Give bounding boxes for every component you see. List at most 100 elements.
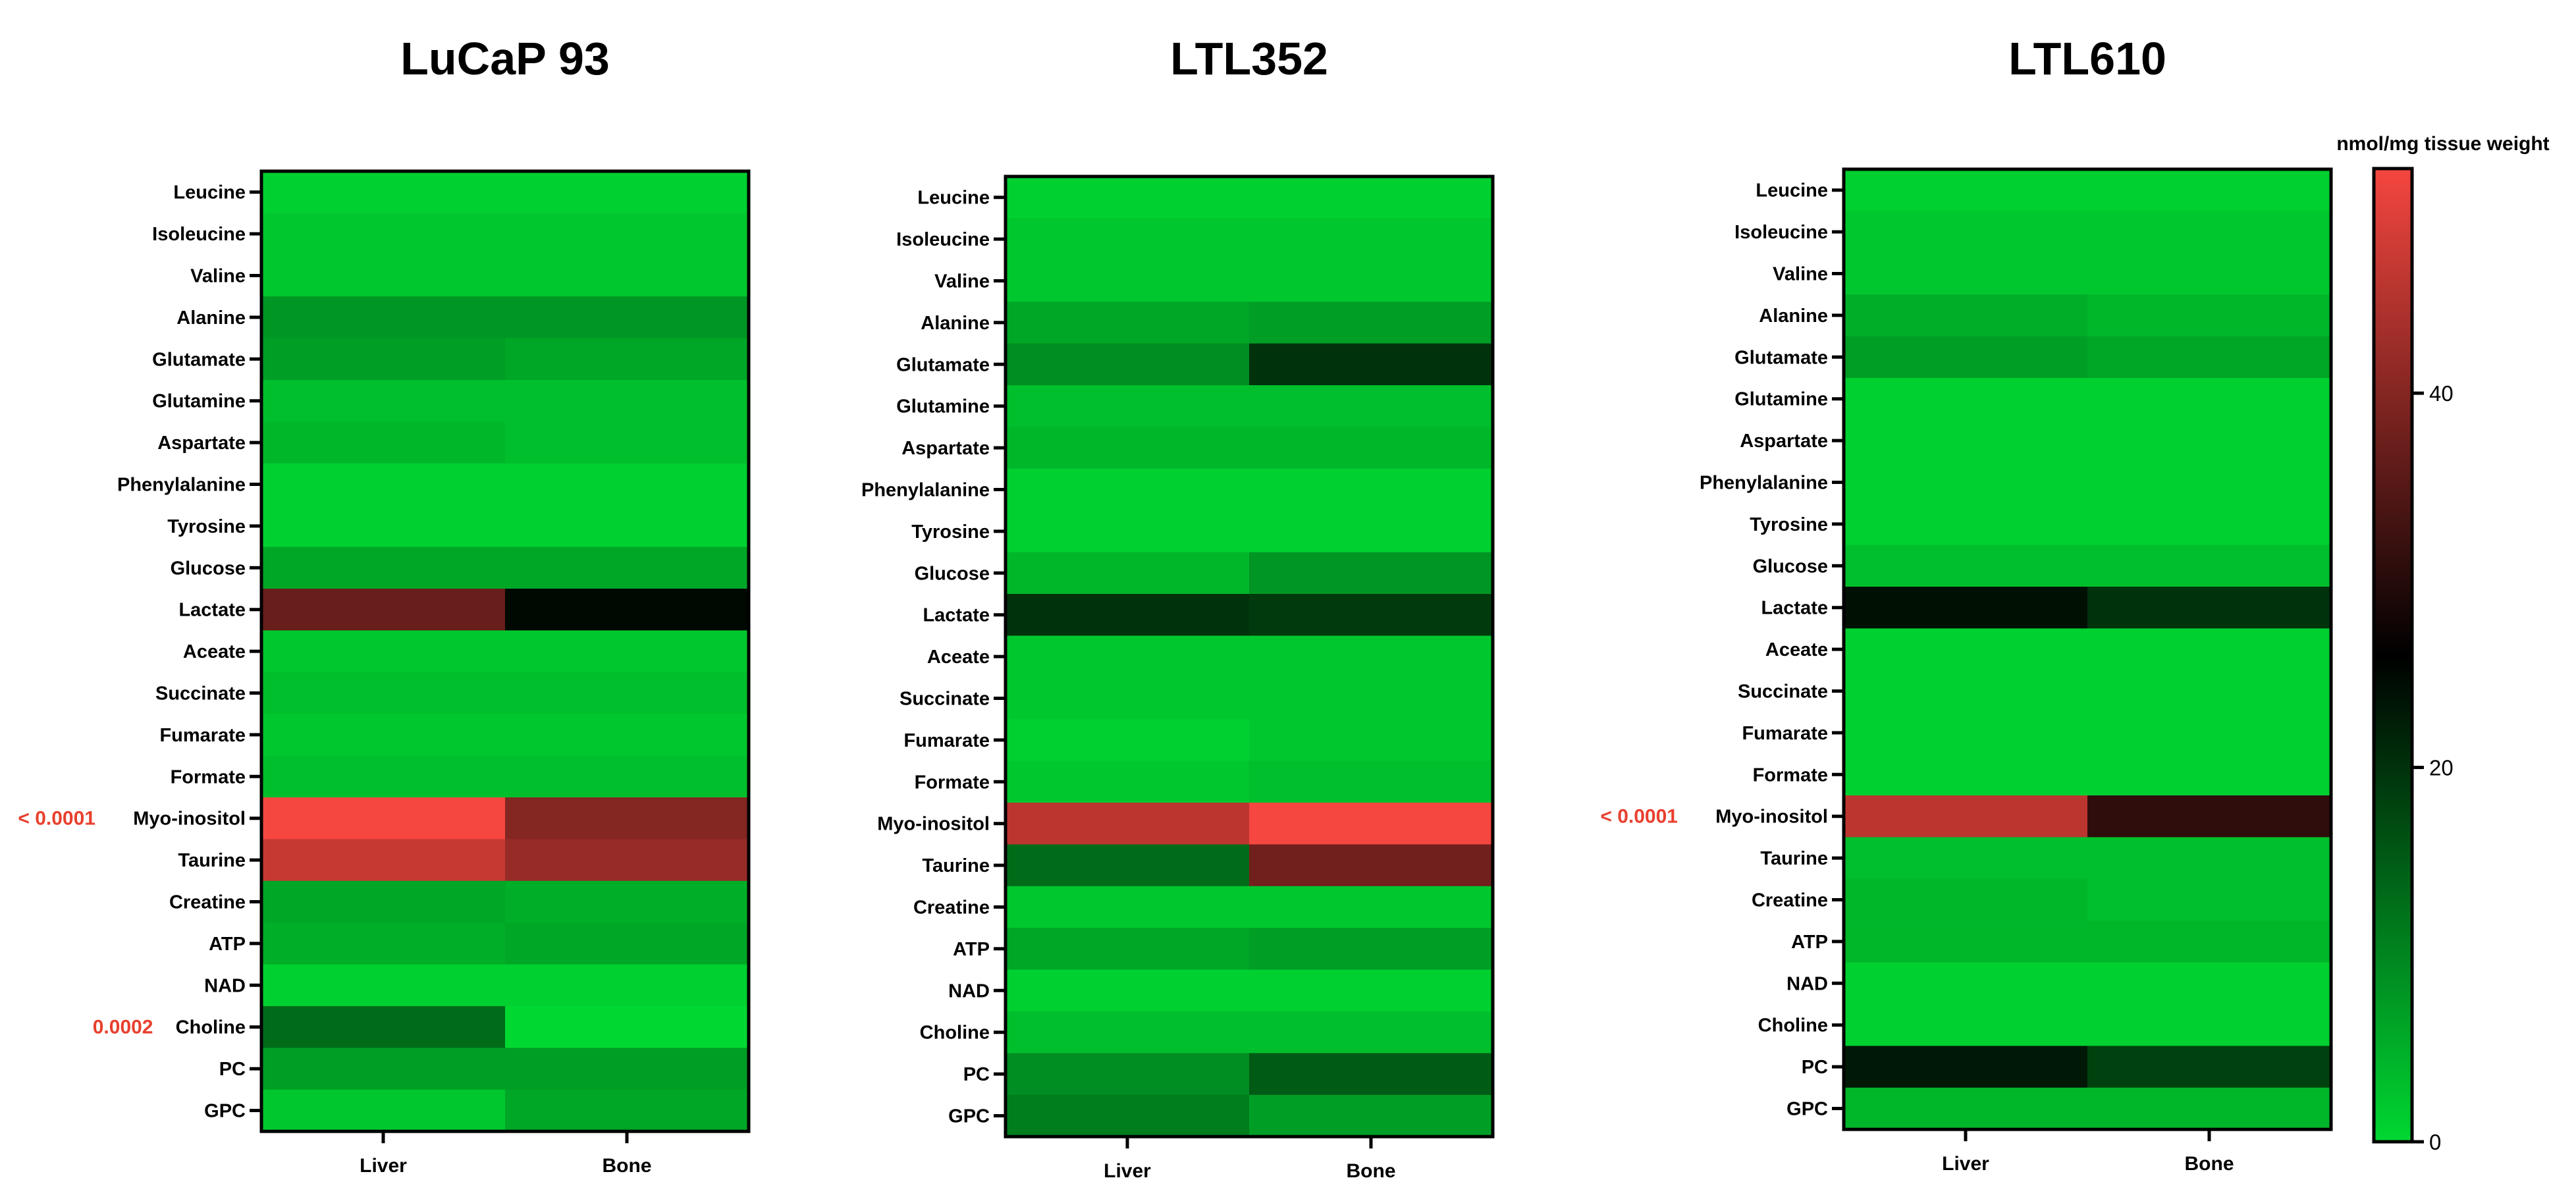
heatmap-cell xyxy=(261,1048,506,1090)
row-label: Glutamine xyxy=(896,396,990,417)
heatmap-cell xyxy=(1249,844,1493,887)
heatmap-cell xyxy=(1006,385,1250,427)
row-label: Tyrosine xyxy=(167,516,246,537)
row-label: Taurine xyxy=(922,855,990,876)
row-label: Valine xyxy=(1773,264,1828,285)
heatmap-cell xyxy=(1844,587,2088,629)
row-label: ATP xyxy=(1791,932,1828,953)
heatmap-cell xyxy=(505,296,749,339)
row-label: Glutamate xyxy=(152,349,246,370)
column-label: Bone xyxy=(1347,1160,1396,1182)
row-label: Fumarate xyxy=(159,725,246,746)
heatmap-cell xyxy=(1844,419,2088,462)
row-label: Valine xyxy=(934,271,990,292)
heatmap-cell xyxy=(2087,712,2332,755)
heatmap-cell xyxy=(1844,1046,2088,1088)
heatmap-cell xyxy=(505,672,749,714)
heatmap-cell xyxy=(1249,969,1493,1012)
column-label: Liver xyxy=(1104,1160,1151,1182)
heatmap-cell xyxy=(261,589,506,631)
heatmap-cell xyxy=(261,254,506,297)
row-label: Creatine xyxy=(169,892,246,913)
panel-title: LTL610 xyxy=(2008,33,2166,84)
heatmap-cell xyxy=(1844,753,2088,796)
row-label: Glucose xyxy=(171,558,246,579)
heatmap-panel-lucap-93: LuCaP 93 Leucine Isoleucine Valine Alanine Gl… xyxy=(18,33,751,1177)
heatmap-cell xyxy=(2087,921,2332,963)
heatmap-cell xyxy=(1249,928,1493,971)
row-label: Aceate xyxy=(1765,639,1828,660)
heatmap-cell xyxy=(261,421,506,464)
heatmap-cell xyxy=(505,797,749,840)
heatmap-cell xyxy=(505,964,749,1007)
heatmap-cell xyxy=(2087,878,2332,921)
row-label: Taurine xyxy=(178,850,246,871)
heatmap-cell xyxy=(1844,169,2088,211)
row-label: Myo-inositol xyxy=(133,809,246,830)
heatmap-cell xyxy=(1249,552,1493,595)
row-label: Isoleucine xyxy=(1734,222,1828,243)
heatmap-panel-ltl352: LTL352 Leucine Isoleucine Valine Alanine Glut… xyxy=(861,33,1495,1182)
heatmap-cell xyxy=(2087,753,2332,796)
heatmap-cell xyxy=(1844,378,2088,420)
row-label: Aspartate xyxy=(901,438,990,459)
heatmap-cell xyxy=(2087,169,2332,211)
heatmap-cell xyxy=(2087,670,2332,712)
heatmap-cell xyxy=(1006,468,1250,511)
row-label: Formate xyxy=(171,766,246,788)
heatmap-cell xyxy=(505,213,749,255)
heatmap-cell xyxy=(1249,761,1493,803)
heatmap-cell xyxy=(261,922,506,965)
colorbar-gradient xyxy=(2372,167,2414,1144)
heatmap-cell xyxy=(1006,302,1250,344)
row-label: Fumarate xyxy=(1742,723,1828,744)
heatmap-cell xyxy=(261,880,506,923)
heatmap-cell xyxy=(505,1048,749,1090)
row-label: Succinate xyxy=(899,689,990,710)
row-label: Creatine xyxy=(913,897,990,919)
heatmap-cell xyxy=(1249,510,1493,553)
heatmap-cell xyxy=(1844,962,2088,1005)
column-label: Bone xyxy=(2185,1153,2234,1175)
row-label: Aceate xyxy=(927,647,990,668)
heatmap-cell xyxy=(505,630,749,673)
heatmap-cell xyxy=(1006,719,1250,762)
heatmap-frame xyxy=(1842,167,2333,1131)
row-label: NAD xyxy=(204,975,246,996)
heatmap-cell xyxy=(1006,635,1250,678)
heatmap-cell xyxy=(1844,670,2088,712)
heatmap-cell xyxy=(261,547,506,589)
heatmap-cell xyxy=(261,797,506,840)
heatmap-cell xyxy=(2087,587,2332,629)
heatmap-cell xyxy=(505,589,749,631)
heatmap-cell xyxy=(505,1006,749,1048)
heatmap-cell xyxy=(2087,461,2332,504)
column-label: Liver xyxy=(1942,1153,1989,1175)
heatmap-cell xyxy=(1844,294,2088,337)
row-label: Leucine xyxy=(917,188,990,209)
heatmap-panel-ltl610: LTL610 Leucine Isoleucine Valine Alanine Glut… xyxy=(1600,33,2333,1175)
heatmap-cell xyxy=(261,213,506,255)
heatmap-cell xyxy=(2087,545,2332,587)
heatmap-cell xyxy=(1844,545,2088,587)
heatmap-cell xyxy=(505,380,749,422)
heatmap-cell xyxy=(1844,211,2088,254)
heatmap-cell xyxy=(2087,795,2332,838)
row-label: Aspartate xyxy=(1740,431,1828,452)
heatmap-cell xyxy=(1006,427,1250,469)
heatmap-cell xyxy=(2087,294,2332,337)
heatmap-cell xyxy=(261,296,506,339)
row-label: Fumarate xyxy=(903,730,990,751)
row-label: Glucose xyxy=(1753,556,1828,577)
heatmap-cell xyxy=(505,463,749,506)
row-label: Succinate xyxy=(155,683,246,705)
colorbar-tick-label: 40 xyxy=(2429,381,2454,406)
heatmap-cell xyxy=(2087,837,2332,880)
heatmap-cell xyxy=(1006,218,1250,261)
panel-title: LTL352 xyxy=(1170,33,1328,84)
row-label: Phenylalanine xyxy=(117,475,246,496)
heatmap-cell xyxy=(1249,719,1493,762)
heatmap-cell xyxy=(1249,302,1493,344)
row-label: Valine xyxy=(190,266,246,287)
heatmap-cell xyxy=(505,880,749,923)
